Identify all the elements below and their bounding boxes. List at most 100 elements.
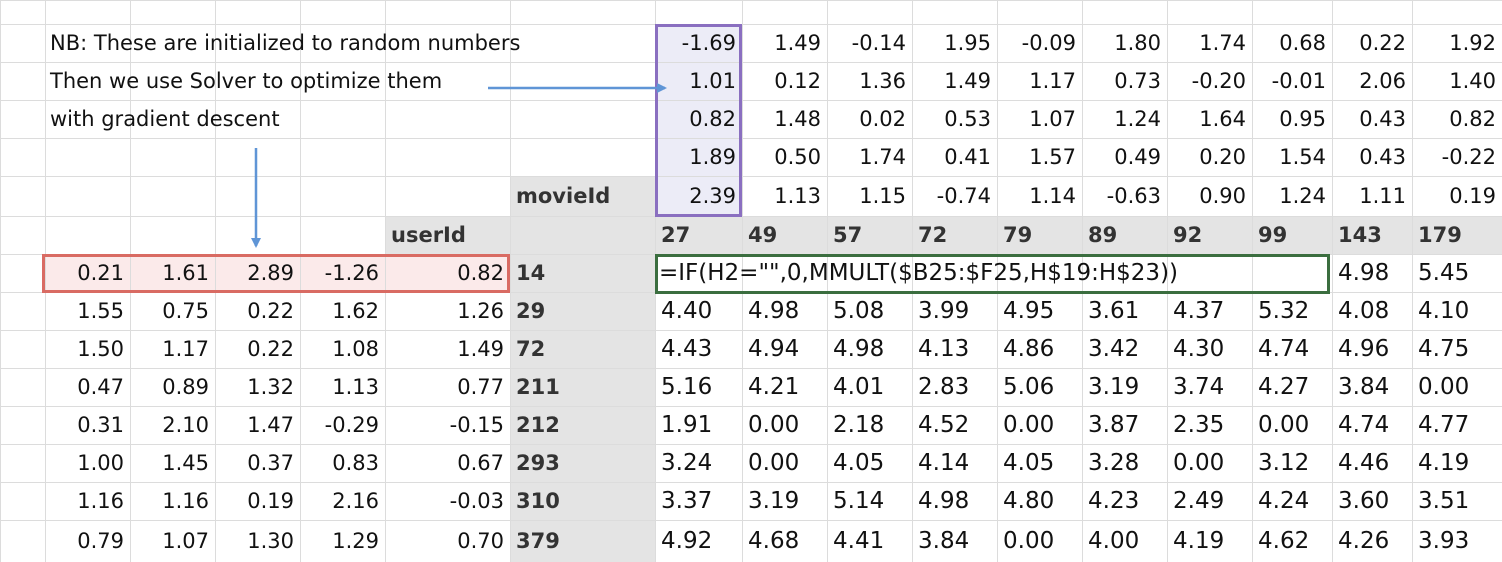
movie-factor-cell[interactable]: 2.39 bbox=[689, 184, 736, 208]
prediction-cell[interactable]: 4.94 bbox=[748, 336, 800, 362]
user-factor-cell[interactable]: 0.82 bbox=[457, 261, 504, 285]
movie-factor-cell[interactable]: 0.50 bbox=[774, 145, 821, 169]
user-factor-cell[interactable]: 1.26 bbox=[457, 299, 504, 323]
user-factor-cell[interactable]: 1.50 bbox=[77, 337, 124, 361]
user-factor-cell[interactable]: 1.08 bbox=[332, 337, 379, 361]
user-factor-cell[interactable]: 1.30 bbox=[247, 529, 294, 553]
note-text[interactable]: NB: These are initialized to random numb… bbox=[50, 31, 521, 55]
prediction-cell[interactable]: 4.13 bbox=[918, 336, 970, 362]
movie-factor-cell[interactable]: 1.11 bbox=[1359, 184, 1406, 208]
prediction-cell[interactable]: 4.30 bbox=[1173, 336, 1225, 362]
movie-factor-cell[interactable]: 1.95 bbox=[944, 31, 991, 55]
prediction-cell[interactable]: 4.23 bbox=[1088, 488, 1140, 514]
prediction-cell[interactable]: 2.18 bbox=[833, 412, 885, 438]
movie-factor-cell[interactable]: -0.01 bbox=[1271, 69, 1326, 93]
movie-factor-cell[interactable]: -0.74 bbox=[936, 184, 991, 208]
prediction-cell[interactable]: 3.61 bbox=[1088, 298, 1140, 324]
prediction-cell[interactable]: 4.46 bbox=[1338, 450, 1390, 476]
prediction-cell[interactable]: 3.28 bbox=[1088, 450, 1140, 476]
movie-id-header[interactable]: 179 bbox=[1418, 223, 1462, 247]
user-id-label-cell[interactable]: 310 bbox=[516, 489, 560, 513]
user-id-label-cell[interactable]: 293 bbox=[516, 451, 560, 475]
user-factor-cell[interactable]: 2.89 bbox=[247, 261, 294, 285]
prediction-cell[interactable]: 4.98 bbox=[748, 298, 800, 324]
prediction-cell[interactable]: 0.00 bbox=[748, 450, 800, 476]
prediction-cell[interactable]: 2.83 bbox=[918, 374, 970, 400]
prediction-cell[interactable]: 0.00 bbox=[1258, 412, 1310, 438]
movie-factor-cell[interactable]: 0.49 bbox=[1114, 145, 1161, 169]
prediction-cell[interactable]: 4.19 bbox=[1418, 450, 1470, 476]
prediction-cell[interactable]: 5.45 bbox=[1418, 260, 1470, 286]
prediction-cell[interactable]: 3.24 bbox=[661, 450, 713, 476]
movie-factor-cell[interactable]: 0.73 bbox=[1114, 69, 1161, 93]
prediction-cell[interactable]: 4.98 bbox=[1338, 260, 1390, 286]
prediction-cell[interactable]: 4.75 bbox=[1418, 336, 1470, 362]
prediction-cell[interactable]: 4.19 bbox=[1173, 528, 1225, 554]
prediction-cell[interactable]: 4.43 bbox=[661, 336, 713, 362]
user-id-label-cell[interactable]: 14 bbox=[516, 261, 546, 285]
prediction-cell[interactable]: 4.74 bbox=[1338, 412, 1390, 438]
prediction-cell[interactable]: 4.74 bbox=[1258, 336, 1310, 362]
prediction-cell[interactable]: 3.51 bbox=[1418, 488, 1470, 514]
user-factor-cell[interactable]: 1.61 bbox=[162, 261, 209, 285]
movie-factor-cell[interactable]: 0.82 bbox=[1449, 107, 1496, 131]
user-factor-cell[interactable]: 1.55 bbox=[77, 299, 124, 323]
movie-factor-cell[interactable]: 1.57 bbox=[1029, 145, 1076, 169]
user-factor-cell[interactable]: 1.16 bbox=[77, 489, 124, 513]
movie-id-header[interactable]: 72 bbox=[918, 223, 948, 247]
user-factor-cell[interactable]: 1.13 bbox=[332, 375, 379, 399]
movie-factor-cell[interactable]: 1.17 bbox=[1029, 69, 1076, 93]
user-factor-cell[interactable]: 1.32 bbox=[247, 375, 294, 399]
prediction-cell[interactable]: 5.14 bbox=[833, 488, 885, 514]
movie-factor-cell[interactable]: 1.64 bbox=[1199, 107, 1246, 131]
movie-factor-cell[interactable]: 0.12 bbox=[774, 69, 821, 93]
user-factor-cell[interactable]: -0.15 bbox=[449, 413, 504, 437]
movie-factor-cell[interactable]: 1.49 bbox=[944, 69, 991, 93]
movie-factor-cell[interactable]: 1.80 bbox=[1114, 31, 1161, 55]
movie-factor-cell[interactable]: 1.89 bbox=[689, 145, 736, 169]
prediction-cell[interactable]: 4.95 bbox=[1003, 298, 1055, 324]
prediction-cell[interactable]: 4.77 bbox=[1418, 412, 1470, 438]
prediction-cell[interactable]: 4.14 bbox=[918, 450, 970, 476]
movie-factor-cell[interactable]: 0.43 bbox=[1359, 107, 1406, 131]
user-id-label-cell[interactable]: 212 bbox=[516, 413, 560, 437]
movie-factor-cell[interactable]: 0.41 bbox=[944, 145, 991, 169]
movie-factor-cell[interactable]: 1.01 bbox=[689, 69, 736, 93]
formula-cell[interactable]: =IF(H2="",0,MMULT($B25:$F25,H$19:H$23)) bbox=[659, 260, 1179, 286]
movie-id-header[interactable]: 143 bbox=[1338, 223, 1382, 247]
user-factor-cell[interactable]: 1.07 bbox=[162, 529, 209, 553]
movie-factor-cell[interactable]: 0.20 bbox=[1199, 145, 1246, 169]
prediction-cell[interactable]: 4.52 bbox=[918, 412, 970, 438]
prediction-cell[interactable]: 4.98 bbox=[918, 488, 970, 514]
user-factor-cell[interactable]: 0.22 bbox=[247, 337, 294, 361]
prediction-cell[interactable]: 4.92 bbox=[661, 528, 713, 554]
movie-factor-cell[interactable]: 1.24 bbox=[1114, 107, 1161, 131]
movie-factor-cell[interactable]: 0.19 bbox=[1449, 184, 1496, 208]
movie-factor-cell[interactable]: 1.92 bbox=[1449, 31, 1496, 55]
movie-factor-cell[interactable]: 1.15 bbox=[859, 184, 906, 208]
user-factor-cell[interactable]: 1.45 bbox=[162, 451, 209, 475]
movie-factor-cell[interactable]: -0.09 bbox=[1021, 31, 1076, 55]
prediction-cell[interactable]: 4.41 bbox=[833, 528, 885, 554]
movie-factor-cell[interactable]: 1.74 bbox=[859, 145, 906, 169]
movie-factor-cell[interactable]: -0.14 bbox=[851, 31, 906, 55]
prediction-cell[interactable]: 4.68 bbox=[748, 528, 800, 554]
prediction-cell[interactable]: 4.10 bbox=[1418, 298, 1470, 324]
movie-factor-cell[interactable]: 1.48 bbox=[774, 107, 821, 131]
user-factor-cell[interactable]: 0.37 bbox=[247, 451, 294, 475]
movie-factor-cell[interactable]: -0.22 bbox=[1441, 145, 1496, 169]
prediction-cell[interactable]: 4.21 bbox=[748, 374, 800, 400]
user-id-label-cell[interactable]: 72 bbox=[516, 337, 546, 361]
movie-id-header[interactable]: 27 bbox=[661, 223, 691, 247]
prediction-cell[interactable]: 3.42 bbox=[1088, 336, 1140, 362]
user-factor-cell[interactable]: 0.19 bbox=[247, 489, 294, 513]
prediction-cell[interactable]: 4.62 bbox=[1258, 528, 1310, 554]
prediction-cell[interactable]: 5.32 bbox=[1258, 298, 1310, 324]
prediction-cell[interactable]: 5.16 bbox=[661, 374, 713, 400]
movie-factor-cell[interactable]: 0.53 bbox=[944, 107, 991, 131]
prediction-cell[interactable]: 3.84 bbox=[918, 528, 970, 554]
user-id-label[interactable]: userId bbox=[391, 223, 466, 247]
movie-id-label[interactable]: movieId bbox=[516, 184, 611, 208]
prediction-cell[interactable]: 3.87 bbox=[1088, 412, 1140, 438]
prediction-cell[interactable]: 3.74 bbox=[1173, 374, 1225, 400]
